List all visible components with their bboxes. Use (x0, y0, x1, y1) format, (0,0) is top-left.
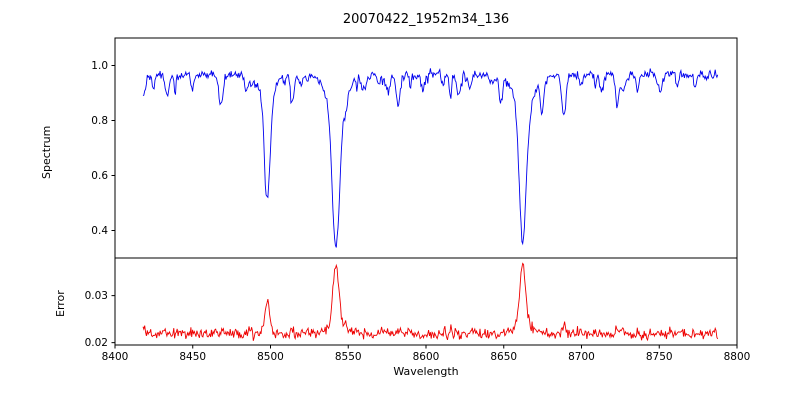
x-tick-label: 8700 (568, 351, 595, 363)
x-tick-label: 8750 (646, 351, 673, 363)
spectrum-y-tick-label: 1.0 (91, 60, 108, 72)
error-y-tick-label: 0.02 (85, 337, 108, 349)
x-tick-label: 8800 (724, 351, 751, 363)
x-tick-label: 8550 (335, 351, 362, 363)
spectrum-panel-border (114, 37, 738, 259)
error-line (142, 262, 719, 342)
spectrum-y-tick-label: 0.4 (91, 225, 108, 237)
chart-title: 20070422_1952m34_136 (342, 12, 510, 27)
x-axis-label: Wavelength (393, 365, 459, 378)
spectrum-y-tick-label: 0.8 (91, 115, 108, 127)
x-tick-label: 8600 (413, 351, 440, 363)
x-tick-label: 8650 (490, 351, 517, 363)
spectrum-y-tick-label: 0.6 (91, 170, 108, 182)
x-tick-label: 8450 (179, 351, 206, 363)
x-tick-label: 8400 (102, 351, 129, 363)
x-tick-label: 8500 (257, 351, 284, 363)
spectrum-line (142, 67, 719, 248)
error-y-tick-label: 0.03 (85, 290, 108, 302)
